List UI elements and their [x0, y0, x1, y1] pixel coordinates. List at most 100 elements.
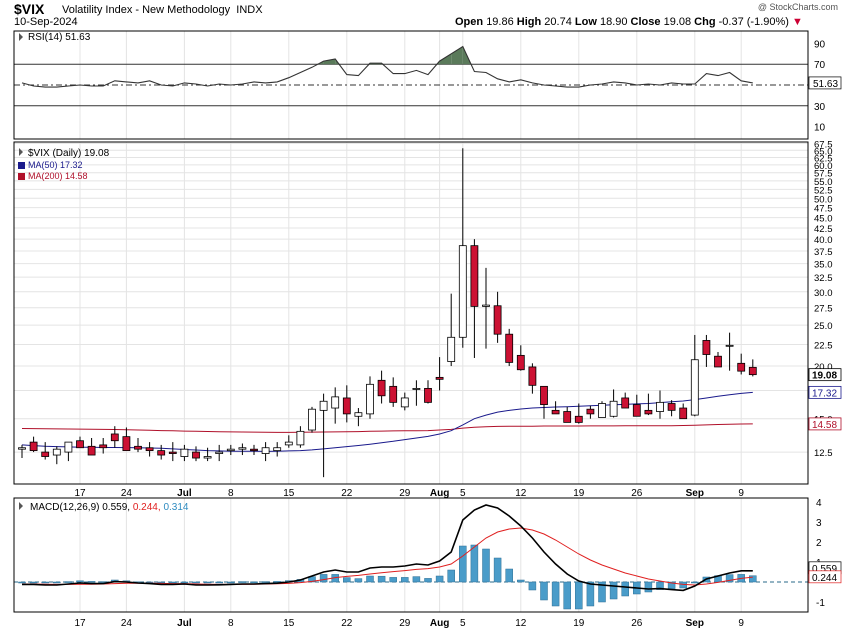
- candle-body: [470, 245, 479, 307]
- candle-body: [690, 359, 699, 416]
- candle-body: [76, 440, 84, 449]
- price-ytick-label: 30.0: [814, 288, 833, 299]
- macd-xtick-label: 15: [283, 618, 295, 629]
- macd-histogram-bar: [424, 578, 432, 583]
- candle-body: [134, 445, 142, 450]
- price-xtick-label: 5: [460, 488, 466, 499]
- price-ytick-label: 50.0: [814, 194, 833, 205]
- candle-body: [250, 448, 258, 452]
- candle-body: [215, 451, 224, 454]
- macd-histogram-bar: [691, 581, 699, 584]
- candle-body: [192, 451, 200, 459]
- macd-histogram-bar: [459, 545, 467, 583]
- macd-histogram-bar: [598, 581, 606, 603]
- price-ytick-label: 52.5: [814, 185, 833, 196]
- macd-legend-hist-value: 0.314: [163, 502, 188, 513]
- macd-histogram-bar: [157, 581, 165, 584]
- macd-histogram-bar: [447, 569, 455, 583]
- chart-header: $VIX Volatility Index - New Methodology …: [0, 0, 850, 30]
- candle-body: [424, 388, 432, 403]
- macd-xtick-label: 5: [460, 618, 466, 629]
- instrument-full-name: Volatility Index - New Methodology: [62, 4, 231, 16]
- rsi-legend-marker-icon: [19, 33, 23, 41]
- ma200-legend-swatch: [18, 173, 25, 180]
- candle-body: [505, 333, 514, 363]
- candle-body: [168, 451, 177, 454]
- candle-body: [737, 362, 746, 372]
- open-value: 19.86: [486, 16, 514, 28]
- macd-histogram-bar: [99, 581, 107, 583]
- price-ytick-label: 35.0: [814, 260, 833, 271]
- macd-xtick-label: 8: [228, 618, 234, 629]
- macd-histogram-bar: [64, 581, 73, 583]
- candle-body: [18, 447, 26, 450]
- low-value: 18.90: [599, 16, 628, 28]
- macd-histogram-bar: [250, 581, 258, 584]
- price-ytick-label: 42.5: [814, 224, 833, 235]
- rsi-last-value-tag-box: [808, 76, 842, 90]
- price-ytick-label: 67.5: [814, 139, 833, 150]
- price-ytick-label: 27.5: [814, 304, 833, 315]
- chg-label: Chg: [694, 16, 716, 28]
- macd-ytick-label: -1: [816, 598, 825, 609]
- macd-signal-line: [22, 527, 753, 586]
- ma200-tag-box: [808, 417, 842, 431]
- candle-body: [99, 444, 108, 449]
- macd-histogram-bar: [215, 581, 223, 584]
- price-ytick-label: 12.5: [814, 448, 833, 459]
- macd-xtick-label: 9: [738, 618, 744, 629]
- candle-body: [29, 441, 38, 452]
- high-label: High: [516, 16, 542, 28]
- ma200-line: [21, 423, 753, 433]
- candle-body: [621, 397, 630, 409]
- price-ytick-label: 55.0: [814, 177, 833, 188]
- price-ytick-label: 40.0: [814, 235, 833, 246]
- candle-body: [180, 448, 189, 457]
- macd-histogram-bar: [29, 581, 38, 584]
- exchange-label: INDX: [236, 4, 263, 16]
- candle-body: [412, 388, 421, 390]
- price-xtick-label: 9: [738, 488, 744, 499]
- rsi-overbought-fill: [439, 53, 452, 65]
- macd-xtick-label: 19: [573, 618, 585, 629]
- price-ytick-label: 45.0: [814, 214, 833, 225]
- rsi-ytick-label: 70: [814, 60, 826, 71]
- candle-body: [389, 385, 398, 403]
- macd-histogram-bar: [609, 581, 618, 600]
- candle-body: [110, 433, 119, 442]
- candle-body: [331, 396, 340, 409]
- candle-body: [145, 447, 154, 452]
- candle-body: [563, 411, 572, 423]
- close-label: Close: [630, 16, 661, 28]
- macd-histogram-bar: [389, 577, 397, 583]
- price-xtick-label: 29: [399, 488, 411, 499]
- macd-histogram-bar: [517, 579, 525, 583]
- ma50-line: [21, 391, 753, 452]
- price-ytick-label: 20.0: [814, 362, 833, 373]
- chg-value: -0.37 (-1.90%): [718, 16, 789, 28]
- down-arrow-icon: ▼: [792, 16, 803, 28]
- price-ytick-label: 32.5: [814, 273, 833, 284]
- macd-histogram-bar: [540, 581, 548, 601]
- candle-body: [435, 376, 444, 380]
- last-close-tag: 19.08: [812, 371, 837, 382]
- macd-histogram-bar: [238, 581, 247, 583]
- macd-ytick-label: 3: [816, 518, 822, 529]
- candle-body: [366, 383, 374, 415]
- rsi-overbought-fill: [323, 59, 336, 65]
- low-label: Low: [574, 16, 597, 28]
- price-ytick-label: 60.0: [814, 161, 833, 172]
- macd-legend-title: MACD(12,26,9) 0.559, 0.244, 0.314: [30, 502, 189, 513]
- macd-histogram-bar: [470, 544, 479, 583]
- candle-body: [714, 355, 722, 368]
- macd-histogram-bar: [435, 575, 444, 583]
- macd-histogram-bar: [377, 575, 386, 583]
- high-value: 20.74: [544, 16, 572, 28]
- price-xtick-label: Sep: [686, 488, 704, 499]
- macd-legend-macd-value: 0.559,: [102, 502, 133, 513]
- macd-histogram-bar: [261, 581, 270, 583]
- macd-histogram-bar: [667, 581, 676, 589]
- open-label: Open: [455, 16, 484, 28]
- candle-body: [609, 400, 618, 417]
- price-xtick-label: 17: [74, 488, 86, 499]
